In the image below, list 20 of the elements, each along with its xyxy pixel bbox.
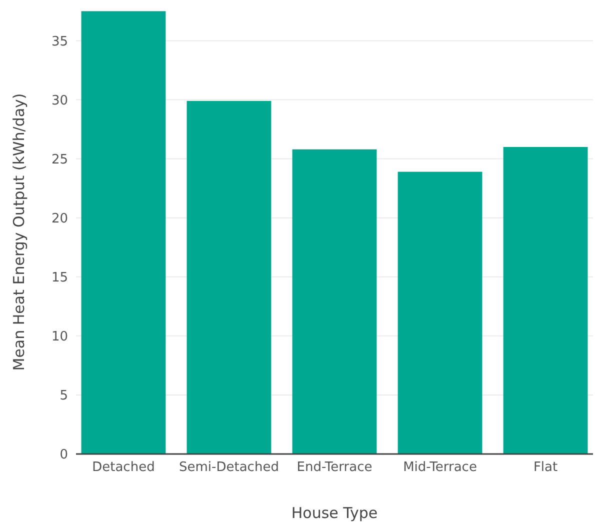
x-tick-label: Detached xyxy=(92,460,155,475)
y-tick-label: 25 xyxy=(51,152,68,168)
bar xyxy=(503,146,588,454)
y-tick-label: 0 xyxy=(60,448,68,463)
bar xyxy=(292,149,377,454)
x-tick-label: End-Terrace xyxy=(296,460,372,475)
y-tick-label: 20 xyxy=(51,211,68,226)
x-tick-label: Mid-Terrace xyxy=(403,460,477,475)
y-tick-label: 15 xyxy=(51,270,68,286)
bar xyxy=(398,172,482,454)
bar xyxy=(186,100,272,454)
y-tick-label: 35 xyxy=(51,34,68,50)
bar xyxy=(81,11,166,454)
y-tick-label: 5 xyxy=(60,388,68,404)
y-tick-label: 10 xyxy=(51,329,68,344)
x-tick-label: Flat xyxy=(533,460,558,475)
x-tick-label: Semi-Detached xyxy=(179,460,279,475)
y-tick-label: 30 xyxy=(51,93,68,108)
x-axis-title: House Type xyxy=(291,504,378,522)
y-axis-title: Mean Heat Energy Output (kWh/day) xyxy=(10,93,28,371)
